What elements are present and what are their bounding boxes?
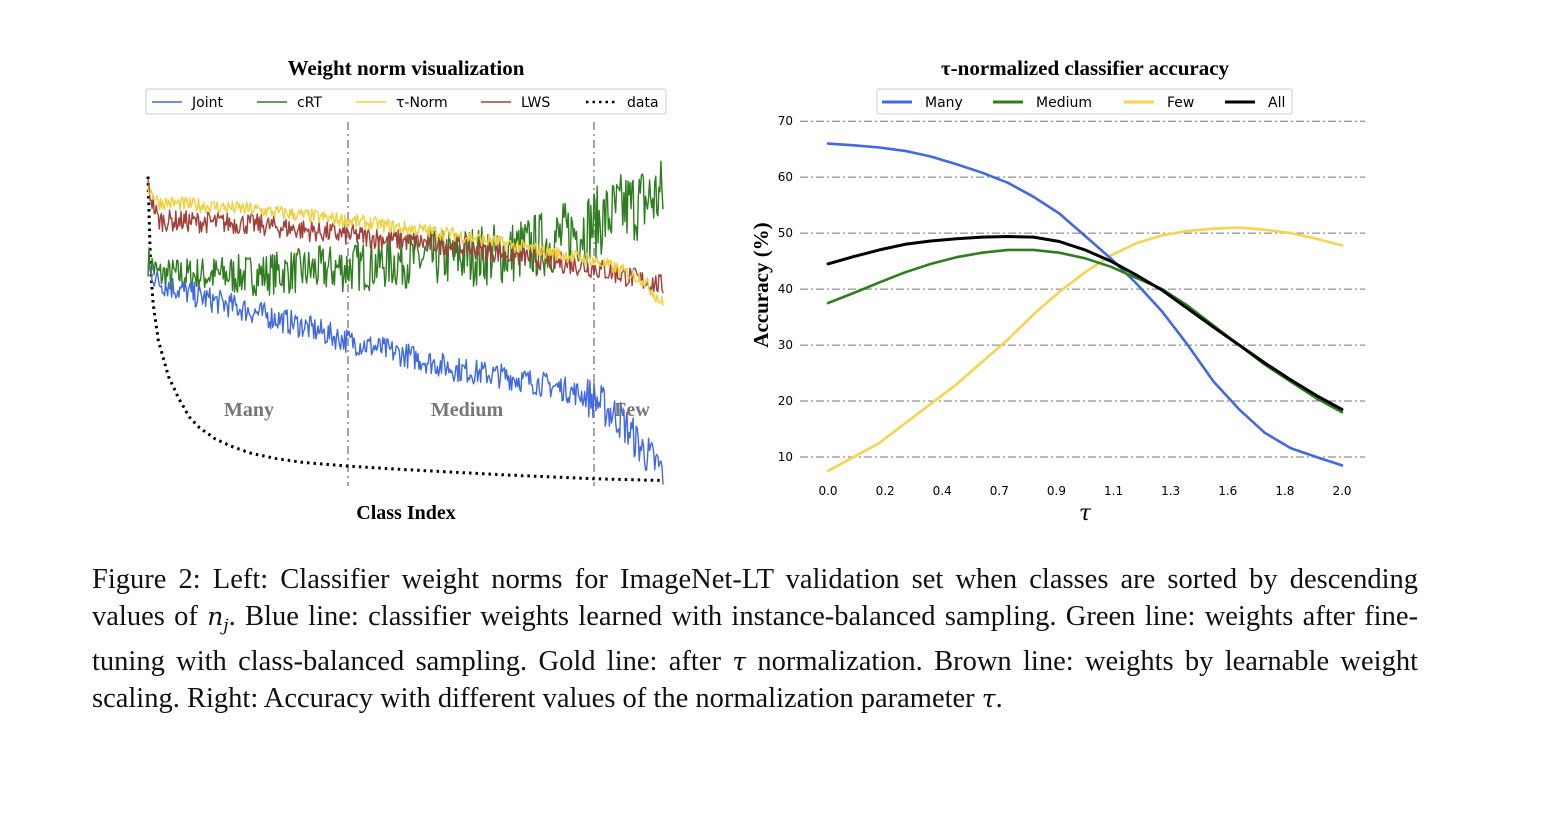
series-line-many <box>826 142 1344 467</box>
left-legend-joint: Joint <box>191 95 223 111</box>
caption-part-4: . <box>995 682 1003 714</box>
y-tick-label: 40 <box>778 282 793 296</box>
x-tick-label: 1.3 <box>1161 484 1180 498</box>
series-line-tau-norm <box>147 187 664 306</box>
tau-accuracy-chart: τ-normalized classifier accuracy 10 20 30 4… <box>749 56 1365 526</box>
caption-tau-symbol-2: τ <box>981 683 996 713</box>
caption-nj-symbol: nj <box>207 601 229 636</box>
right-y-axis-label: Accuracy (%) <box>749 222 773 347</box>
left-x-axis-label: Class Index <box>356 502 455 524</box>
caption-tau-symbol: τ <box>732 647 747 676</box>
x-tick-label: 1.6 <box>1218 484 1237 498</box>
figure-caption: Figure 2: Left: Classifier weight norms … <box>92 562 1418 717</box>
x-tick-label: 1.8 <box>1275 484 1294 498</box>
right-legend: Many Medium Few All <box>876 88 1293 115</box>
left-legend-crt: cRT <box>297 95 322 111</box>
y-tick-label: 50 <box>778 226 793 240</box>
series-line-all <box>826 235 1344 411</box>
y-tick-label: 20 <box>778 394 793 408</box>
x-tick-label: 0.0 <box>818 484 837 498</box>
left-legend-tau-norm: τ-Norm <box>396 95 448 111</box>
right-legend-few: Few <box>1167 95 1194 111</box>
x-tick-label: 1.1 <box>1104 484 1123 498</box>
caption-part-1: Figure 2: Left: Classifier weight norms … <box>92 564 1418 632</box>
left-chart-title: Weight norm visualization <box>288 56 525 80</box>
series-line-lws <box>147 179 664 294</box>
right-chart-title: τ-normalized classifier accuracy <box>941 56 1230 80</box>
caption-part-3: normalization. Brown line: weights by le… <box>92 646 1418 714</box>
series-line-medium <box>826 248 1344 414</box>
series-line-crt <box>147 160 664 297</box>
region-label-many: Many <box>224 399 274 421</box>
series-line-joint <box>147 264 664 485</box>
x-tick-label: 0.7 <box>990 484 1009 498</box>
x-tick-label: 0.9 <box>1047 484 1066 498</box>
y-tick-label: 10 <box>778 450 793 464</box>
y-tick-label: 60 <box>778 170 793 184</box>
caption-part-2: . Blue line: classifier weights learned … <box>92 600 1418 678</box>
figure: Weight norm visualization Joint cRT τ-No… <box>145 56 1365 526</box>
right-legend-medium: Medium <box>1036 95 1092 111</box>
y-tick-label: 30 <box>778 338 793 352</box>
right-legend-all: All <box>1268 95 1285 111</box>
x-tick-label: 0.2 <box>876 484 895 498</box>
series-line-data <box>146 176 663 482</box>
right-legend-many: Many <box>925 95 963 111</box>
y-tick-label: 70 <box>778 114 793 128</box>
x-tick-label: 2.0 <box>1332 484 1351 498</box>
x-tick-label: 0.4 <box>933 484 952 498</box>
left-legend-data: data <box>627 95 659 111</box>
right-x-axis-label: τ <box>1079 501 1092 526</box>
series-line-few <box>826 226 1344 473</box>
left-legend: Joint cRT τ-Norm LWS data <box>145 88 667 115</box>
left-legend-lws: LWS <box>521 95 550 111</box>
region-label-medium: Medium <box>431 399 504 421</box>
weight-norm-chart: Weight norm visualization Joint cRT τ-No… <box>145 56 667 524</box>
region-label-few: Few <box>614 399 650 421</box>
